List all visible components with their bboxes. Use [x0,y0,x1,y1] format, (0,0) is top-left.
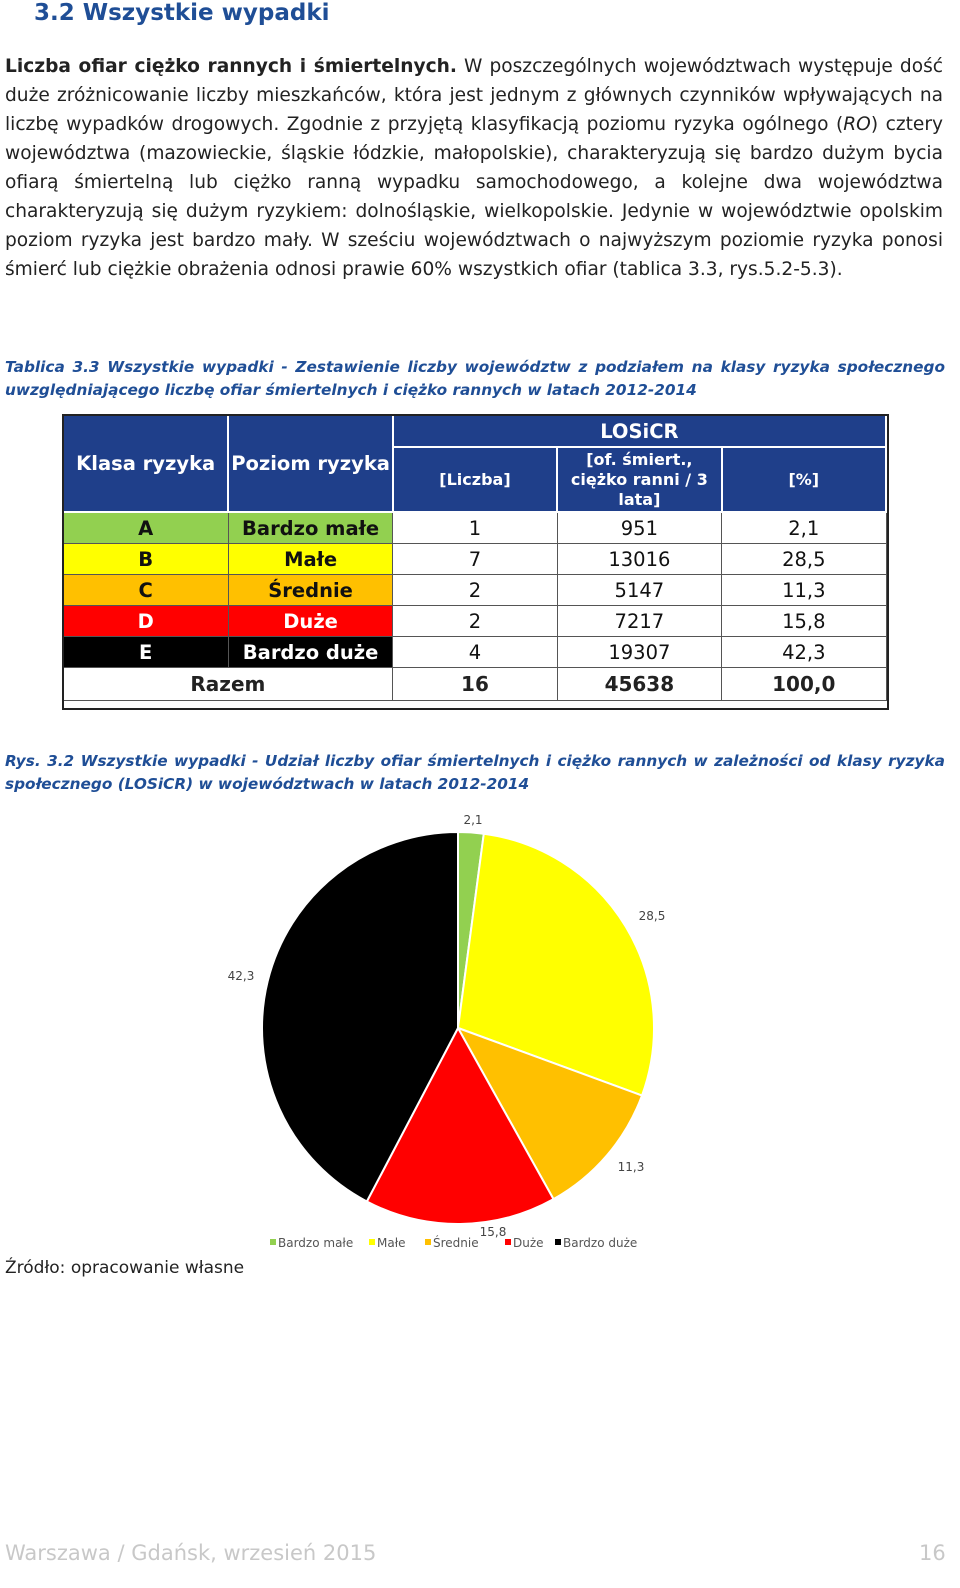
row-poziom: Małe [227,543,394,575]
table-row: A Bardzo małe 1 951 2,1 [62,511,887,544]
total-liczba: 16 [392,667,558,701]
header-losicr: LOSiCR [391,413,888,449]
total-proc: 100,0 [721,667,887,701]
total-ofiar: 45638 [556,667,723,701]
legend-label: Duże [513,1236,544,1250]
pie-slice-4 [261,830,459,1203]
row-proc: 28,5 [721,543,887,575]
legend-swatch [270,1239,276,1245]
row-ofiar: 951 [556,511,723,544]
legend-swatch [555,1239,561,1245]
row-liczba: 1 [392,511,558,544]
row-klasa: C [62,574,229,606]
total-label: Razem [62,667,394,701]
header-proc: [%] [720,446,888,513]
legend-label: Bardzo małe [278,1236,353,1250]
pie-slice-3 [365,1025,555,1225]
header-ofiar: [of. śmiert., ciężko ranni / 3 lata] [556,446,723,513]
row-ofiar: 13016 [556,543,723,575]
row-ofiar: 5147 [556,574,723,606]
table-row: B Małe 7 13016 28,5 [62,543,887,575]
header-klasa: Klasa ryzyka [61,414,230,513]
row-proc: 11,3 [721,574,887,606]
table-row: E Bardzo duże 4 19307 42,3 [62,636,887,668]
row-proc: 15,8 [721,605,887,637]
row-klasa: A [62,511,229,544]
row-proc: 2,1 [721,511,887,544]
intro-lead: Liczba ofiar ciężko rannych i śmiertelny… [5,56,457,77]
data-label: 42,3 [228,969,255,983]
row-liczba: 2 [392,574,558,606]
intro-text-2: ) cztery województwa (mazowieckie, śląsk… [5,114,943,280]
table-caption: Tablica 3.3 Wszystkie wypadki - Zestawie… [5,358,945,399]
section-title: 3.2 Wszystkie wypadki [34,0,330,26]
row-poziom: Bardzo małe [227,511,394,544]
row-poziom: Bardzo duże [227,636,394,668]
row-klasa: E [62,636,229,668]
data-label: 2,1 [463,813,482,827]
legend-swatch [505,1239,511,1245]
row-ofiar: 19307 [556,636,723,668]
pie-slice-2 [455,1026,644,1201]
row-poziom: Duże [227,605,394,637]
header-liczba: [Liczba] [391,446,559,513]
header-poziom: Poziom ryzyka [227,414,394,513]
row-poziom: Średnie [227,574,394,606]
legend-label: Małe [377,1236,406,1250]
chart-caption: Rys. 3.2 Wszystkie wypadki - Udział licz… [5,752,945,793]
legend-label: Średnie [433,1235,479,1250]
row-liczba: 2 [392,605,558,637]
row-klasa: B [62,543,229,575]
legend-swatch [369,1239,375,1245]
intro-ro: RO [843,114,871,135]
pie-chart: 2,1 28,5 11,3 15,8 42,3 Bardzo małe Małe Średni… [228,813,666,1250]
row-liczba: 4 [392,636,558,668]
row-klasa: D [62,605,229,637]
table-row: C Średnie 2 5147 11,3 [62,574,887,606]
footer-left: Warszawa / Gdańsk, wrzesień 2015 [5,1541,377,1565]
legend-label: Bardzo duże [563,1236,637,1250]
row-proc: 42,3 [721,636,887,668]
intro-paragraph: Liczba ofiar ciężko rannych i śmiertelny… [5,52,943,284]
source-note: Źródło: opracowanie własne [5,1258,245,1278]
data-label: 11,3 [618,1160,645,1174]
table-row: D Duże 2 7217 15,8 [62,605,887,637]
intro-text-1: W poszczególnych województwach występuje… [5,56,943,135]
data-label: 15,8 [480,1225,507,1239]
data-label: 28,5 [639,909,666,923]
row-ofiar: 7217 [556,605,723,637]
risk-table: Klasa ryzyka Poziom ryzyka LOSiCR [Liczb… [61,413,888,701]
row-liczba: 7 [392,543,558,575]
legend-swatch [425,1239,431,1245]
pie-slice-1 [456,832,655,1097]
page-number: 16 [919,1541,946,1565]
pie-chart-area: 2,1 28,5 11,3 15,8 42,3 Bardzo małe Małe Średni… [0,800,960,1260]
